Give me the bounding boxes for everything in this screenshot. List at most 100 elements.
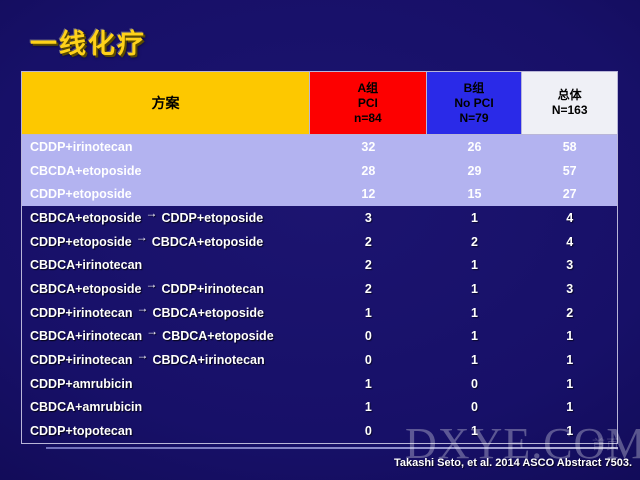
arrow-right-icon: → xyxy=(136,348,149,363)
arrow-right-icon: → xyxy=(145,205,158,220)
cell-group-a: 2 xyxy=(364,258,372,273)
table-row: CDDP+irinotecan 32 26 58 xyxy=(22,135,617,159)
table-row: CBDCA+amrubicin 1 0 1 xyxy=(22,396,617,420)
cell-regimen: CBDCA+amrubicin xyxy=(22,400,310,414)
column-header-group-a: A组 PCI n=84 xyxy=(310,72,427,134)
page-title: 一线化疗 xyxy=(30,29,146,60)
cell-group-a: 0 xyxy=(364,353,372,368)
cell-total: 2 xyxy=(566,305,574,320)
table-row: CDDP+etoposide 12 15 27 xyxy=(22,182,617,207)
chemotherapy-regimen-table: 方案 A组 PCI n=84 B组 No PCI N=79 总体 N=163 C… xyxy=(21,71,618,444)
table-row: CDDP+etoposide → CBDCA+etoposide 2 2 4 xyxy=(22,230,617,254)
cell-total: 4 xyxy=(566,234,574,249)
cell-group-b: 2 xyxy=(471,234,478,249)
column-header-group-b-line-1: No PCI xyxy=(454,95,494,110)
column-header-total-line-0: 总体 xyxy=(557,88,582,102)
cell-total: 3 xyxy=(566,281,574,296)
cell-total: 1 xyxy=(566,376,574,391)
cell-total: 1 xyxy=(566,353,574,368)
cell-group-a: 1 xyxy=(364,376,372,391)
cell-total: 1 xyxy=(566,424,574,439)
cell-regimen: CBDCA+etoposide → CDDP+irinotecan xyxy=(22,277,310,296)
regimen-primary: CDDP+topotecan xyxy=(30,424,133,439)
cell-total: 4 xyxy=(566,210,574,225)
regimen-primary: CBCDA+etoposide xyxy=(30,163,142,178)
cell-group-b: 1 xyxy=(471,353,478,368)
table-header-row: 方案 A组 PCI n=84 B组 No PCI N=79 总体 N=163 xyxy=(22,72,618,134)
table-row: CDDP+amrubicin 1 0 1 xyxy=(22,372,617,396)
cell-regimen: CDDP+irinotecan → CBDCA+irinotecan xyxy=(22,348,310,368)
cell-group-a: 2 xyxy=(364,281,372,296)
column-header-group-a-line-1: PCI xyxy=(357,95,378,110)
cell-regimen: CDDP+irinotecan xyxy=(22,140,310,154)
cell-total: 27 xyxy=(562,187,577,202)
table-row: CDDP+irinotecan → CBDCA+irinotecan 0 1 1 xyxy=(22,348,617,372)
cell-group-b: 1 xyxy=(471,258,478,273)
table-row: CBDCA+irinotecan → CBDCA+etoposide 0 1 1 xyxy=(22,324,617,349)
cell-group-b: 26 xyxy=(467,139,482,154)
cell-regimen: CBDCA+irinotecan → CBDCA+etoposide xyxy=(22,324,310,344)
arrow-right-icon: → xyxy=(135,229,148,244)
column-header-regimen-line-0: 方案 xyxy=(151,94,180,111)
cell-regimen: CBDCA+etoposide → CDDP+etoposide xyxy=(22,206,310,225)
arrow-right-icon: → xyxy=(145,276,158,291)
cell-group-a: 12 xyxy=(361,187,376,202)
regimen-primary: CDDP+amrubicin xyxy=(30,376,133,391)
regimen-primary: CBDCA+irinotecan xyxy=(30,258,143,273)
cell-total: 1 xyxy=(566,400,574,415)
regimen-primary: CDDP+etoposide xyxy=(30,187,132,202)
regimen-secondary: CBDCA+etoposide xyxy=(152,305,264,320)
cell-regimen: CDDP+amrubicin xyxy=(22,377,310,391)
cell-regimen: CBCDA+etoposide xyxy=(22,164,310,178)
regimen-primary: CDDP+irinotecan xyxy=(30,305,133,320)
cell-group-a: 2 xyxy=(364,234,372,249)
column-header-group-b: B组 No PCI N=79 xyxy=(426,72,523,134)
regimen-secondary: CDDP+irinotecan xyxy=(161,281,264,296)
arrow-right-icon: → xyxy=(146,324,159,339)
regimen-primary: CBDCA+etoposide xyxy=(30,210,142,225)
cell-total: 1 xyxy=(566,329,574,344)
regimen-secondary: CBDCA+etoposide xyxy=(151,234,264,249)
regimen-primary: CBDCA+irinotecan xyxy=(30,329,143,344)
cell-group-a: 0 xyxy=(364,424,372,439)
cell-total: 3 xyxy=(566,258,574,273)
cell-total: 57 xyxy=(562,163,577,178)
cell-group-b: 29 xyxy=(467,163,482,178)
cell-regimen: CBDCA+irinotecan xyxy=(22,258,310,272)
table-row: CBDCA+etoposide → CDDP+irinotecan 2 1 3 xyxy=(22,277,617,301)
table-row: CBDCA+irinotecan 2 1 3 xyxy=(22,253,617,277)
cell-group-b: 1 xyxy=(471,329,478,344)
regimen-secondary: CBDCA+irinotecan xyxy=(152,353,265,368)
cell-regimen: CDDP+irinotecan → CBDCA+etoposide xyxy=(22,301,310,320)
arrow-right-icon: → xyxy=(136,300,149,315)
table-row: CDDP+topotecan 0 1 1 xyxy=(22,419,617,443)
cell-regimen: CDDP+etoposide xyxy=(22,187,310,201)
regimen-primary: CDDP+irinotecan xyxy=(30,353,133,368)
column-header-group-a-line-0: A组 xyxy=(357,80,379,95)
regimen-primary: CDDP+irinotecan xyxy=(30,139,133,154)
column-header-group-b-line-2: N=79 xyxy=(459,110,489,125)
cell-regimen: CDDP+topotecan xyxy=(22,424,310,438)
column-header-group-a-line-2: n=84 xyxy=(353,110,382,125)
regimen-secondary: CBDCA+etoposide xyxy=(162,329,274,344)
table-body: CDDP+irinotecan 3 2 26 58 CBCDA+etoposide 28 29… xyxy=(22,134,617,443)
table-bottom-rule xyxy=(46,447,618,449)
regimen-secondary: CDDP+etoposide xyxy=(161,210,264,225)
column-header-total: 总体 N=163 xyxy=(522,72,618,134)
cell-total: 58 xyxy=(562,139,577,154)
table-row: CBCDA+etoposide 28 29 57 xyxy=(22,158,617,183)
cell-group-b: 15 xyxy=(467,187,482,202)
regimen-primary: CDDP+etoposide xyxy=(30,234,132,249)
cell-group-a: 0 xyxy=(364,329,372,344)
cell-group-b: 1 xyxy=(471,210,478,225)
cell-group-b: 0 xyxy=(471,400,478,415)
cell-group-b: 0 xyxy=(471,376,478,391)
cell-group-b: 1 xyxy=(471,305,478,320)
cell-group-a: 28 xyxy=(361,163,376,178)
citation-text: Takashi Seto, et al. 2014 ASCO Abstract … xyxy=(393,457,632,469)
regimen-primary: CBDCA+etoposide xyxy=(30,281,142,296)
cell-group-b: 1 xyxy=(471,424,478,439)
table-row: CBDCA+etoposide → CDDP+etoposide 3 1 4 xyxy=(22,206,617,230)
cell-group-b: 1 xyxy=(471,281,478,296)
